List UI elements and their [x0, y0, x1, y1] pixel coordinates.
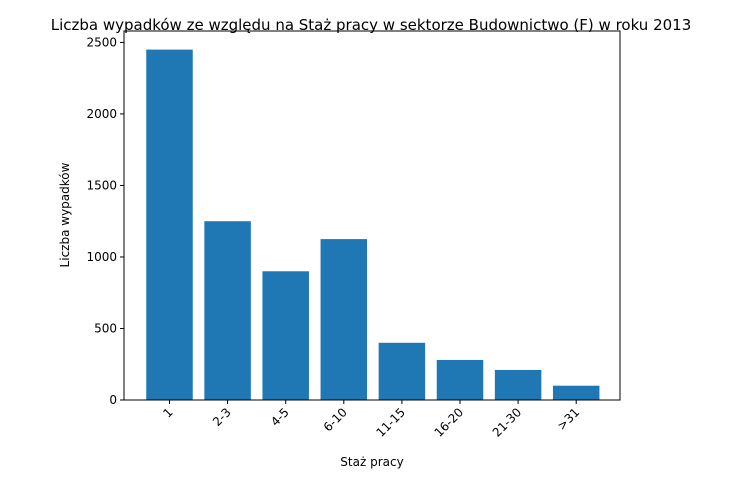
bars-group [146, 49, 600, 401]
bar-3 [320, 239, 368, 400]
bar-2 [262, 271, 309, 400]
x-tick-label-0: 1 [160, 405, 175, 420]
y-tick-label-0: 0 [109, 393, 117, 407]
y-tick-label-1: 500 [94, 321, 117, 335]
bar-7 [552, 385, 600, 400]
x-tick-label-2: 4-5 [268, 405, 292, 429]
x-axis-label: Staż pracy [340, 455, 403, 469]
y-tick-label-2: 1000 [86, 250, 117, 264]
y-axis: 0 500 1000 1500 2000 2500 [86, 35, 124, 407]
bar-6 [494, 369, 542, 400]
bar-0 [146, 49, 193, 401]
x-tick-label-6: 21-30 [490, 405, 525, 440]
y-tick-label-4: 2000 [86, 107, 117, 121]
chart-title: Liczba wypadków ze względu na Staż pracy… [51, 16, 692, 34]
x-tick-label-3: 6-10 [321, 405, 350, 434]
y-tick-label-5: 2500 [86, 35, 117, 49]
x-axis: 1 2-3 4-5 6-10 11-15 16-20 21-30 >31 [160, 400, 582, 440]
y-tick-label-3: 1500 [86, 178, 117, 192]
bar-5 [436, 359, 484, 400]
bar-4 [378, 342, 426, 400]
y-axis-label: Liczba wypadków [58, 162, 72, 267]
x-tick-label-4: 11-15 [373, 405, 408, 440]
bar-1 [204, 221, 251, 400]
plot-frame [123, 30, 621, 401]
x-tick-label-5: 16-20 [432, 405, 467, 440]
x-tick-label-1: 2-3 [210, 405, 234, 429]
x-tick-label-7: >31 [555, 405, 583, 433]
